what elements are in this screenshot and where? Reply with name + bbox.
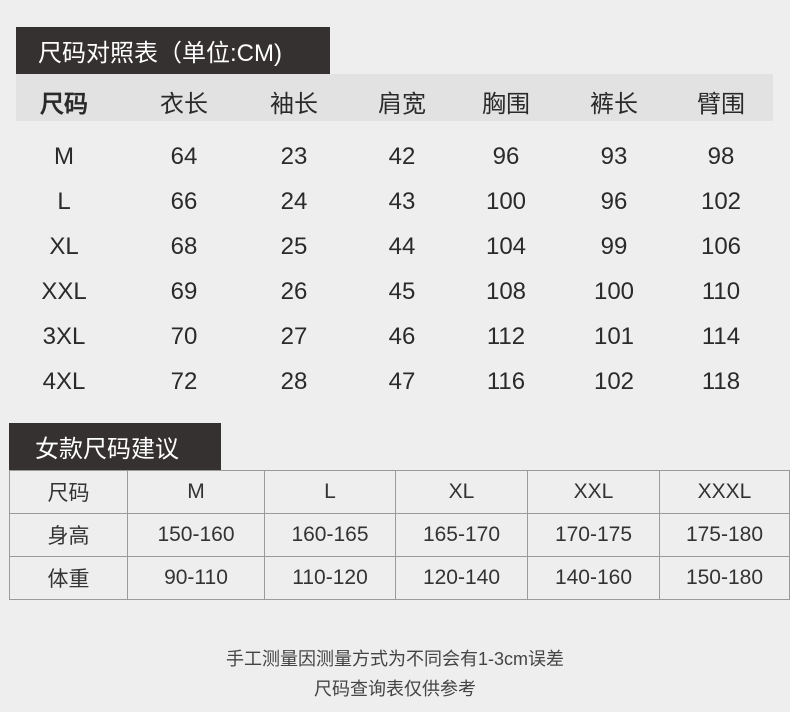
size-chart-header-cell: 裤长 [590, 91, 638, 118]
table-cell: 90-110 [127, 556, 265, 600]
size-value-cell: 45 [388, 278, 416, 305]
size-value-cell: 112 [486, 323, 526, 350]
size-value-cell: 66 [170, 188, 198, 215]
women-size-table: 尺码 M L XL XXL XXXL 身高 150-160 160-165 165-170 170-… [9, 470, 790, 600]
size-chart-title: 尺码对照表（单位:CM) [16, 27, 330, 74]
size-chart-header-cell: 胸围 [482, 91, 530, 118]
table-cell: L [264, 470, 396, 514]
size-value-cell: 43 [388, 188, 416, 215]
table-cell: XL [395, 470, 528, 514]
size-value-cell: 28 [280, 368, 308, 395]
table-cell: XXL [527, 470, 660, 514]
size-chart-title-text: 尺码对照表（单位:CM) [38, 40, 282, 67]
table-cell: 150-180 [659, 556, 790, 600]
women-chart-title-text: 女款尺码建议 [35, 436, 179, 463]
table-cell: 110-120 [264, 556, 396, 600]
size-label-cell: XL [49, 233, 79, 260]
table-cell: 120-140 [395, 556, 528, 600]
size-value-cell: 102 [593, 368, 635, 395]
size-chart-header-cell: 衣长 [160, 91, 208, 118]
table-cell: 体重 [9, 556, 128, 600]
table-cell: 175-180 [659, 513, 790, 557]
size-value-cell: 98 [707, 143, 735, 170]
size-value-cell: 114 [701, 323, 741, 350]
size-value-cell: 108 [485, 278, 527, 305]
size-chart-header-cell: 肩宽 [378, 91, 426, 118]
table-cell: XXXL [659, 470, 790, 514]
size-value-cell: 44 [388, 233, 416, 260]
size-value-cell: 46 [388, 323, 416, 350]
table-cell: 160-165 [264, 513, 396, 557]
size-value-cell: 23 [280, 143, 308, 170]
size-chart-header-cell: 袖长 [270, 91, 318, 118]
size-value-cell: 42 [388, 143, 416, 170]
size-label-cell: XXL [41, 278, 87, 305]
table-cell: 140-160 [527, 556, 660, 600]
table-cell: 165-170 [395, 513, 528, 557]
table-cell: 170-175 [527, 513, 660, 557]
size-value-cell: 106 [700, 233, 742, 260]
size-value-cell: 47 [388, 368, 416, 395]
size-value-cell: 93 [600, 143, 628, 170]
size-chart-header-cell: 尺码 [40, 91, 88, 118]
size-label-cell: 3XL [42, 323, 86, 350]
size-value-cell: 68 [170, 233, 198, 260]
size-value-cell: 100 [593, 278, 635, 305]
size-value-cell: 101 [593, 323, 635, 350]
table-row: 身高 150-160 160-165 165-170 170-175 175-180 [9, 513, 790, 557]
size-value-cell: 24 [280, 188, 308, 215]
size-value-cell: 27 [280, 323, 308, 350]
size-value-cell: 102 [700, 188, 742, 215]
size-label-cell: L [57, 188, 71, 215]
table-cell: 尺码 [9, 470, 128, 514]
footer-note-2: 尺码查询表仅供参考 [314, 679, 476, 699]
size-value-cell: 96 [600, 188, 628, 215]
footer-note-1: 手工测量因测量方式为不同会有1-3cm误差 [225, 649, 564, 669]
size-value-cell: 110 [701, 278, 741, 305]
table-row: 体重 90-110 110-120 120-140 140-160 150-180 [9, 556, 790, 600]
size-value-cell: 104 [485, 233, 527, 260]
size-value-cell: 70 [170, 323, 198, 350]
women-chart-title: 女款尺码建议 [9, 423, 221, 470]
size-value-cell: 116 [486, 368, 526, 395]
size-value-cell: 72 [170, 368, 198, 395]
size-value-cell: 100 [485, 188, 527, 215]
size-value-cell: 118 [701, 368, 741, 395]
size-value-cell: 64 [170, 143, 198, 170]
size-value-cell: 99 [600, 233, 628, 260]
size-value-cell: 26 [280, 278, 308, 305]
size-chart-header-cell: 臂围 [697, 91, 745, 118]
table-cell: 身高 [9, 513, 128, 557]
size-label-cell: M [54, 143, 74, 170]
table-cell: M [127, 470, 265, 514]
size-label-cell: 4XL [42, 368, 86, 395]
size-value-cell: 25 [280, 233, 308, 260]
table-cell: 150-160 [127, 513, 265, 557]
size-value-cell: 69 [170, 278, 198, 305]
table-row: 尺码 M L XL XXL XXXL [9, 470, 790, 514]
size-value-cell: 96 [492, 143, 520, 170]
size-chart-header-band [16, 74, 773, 121]
